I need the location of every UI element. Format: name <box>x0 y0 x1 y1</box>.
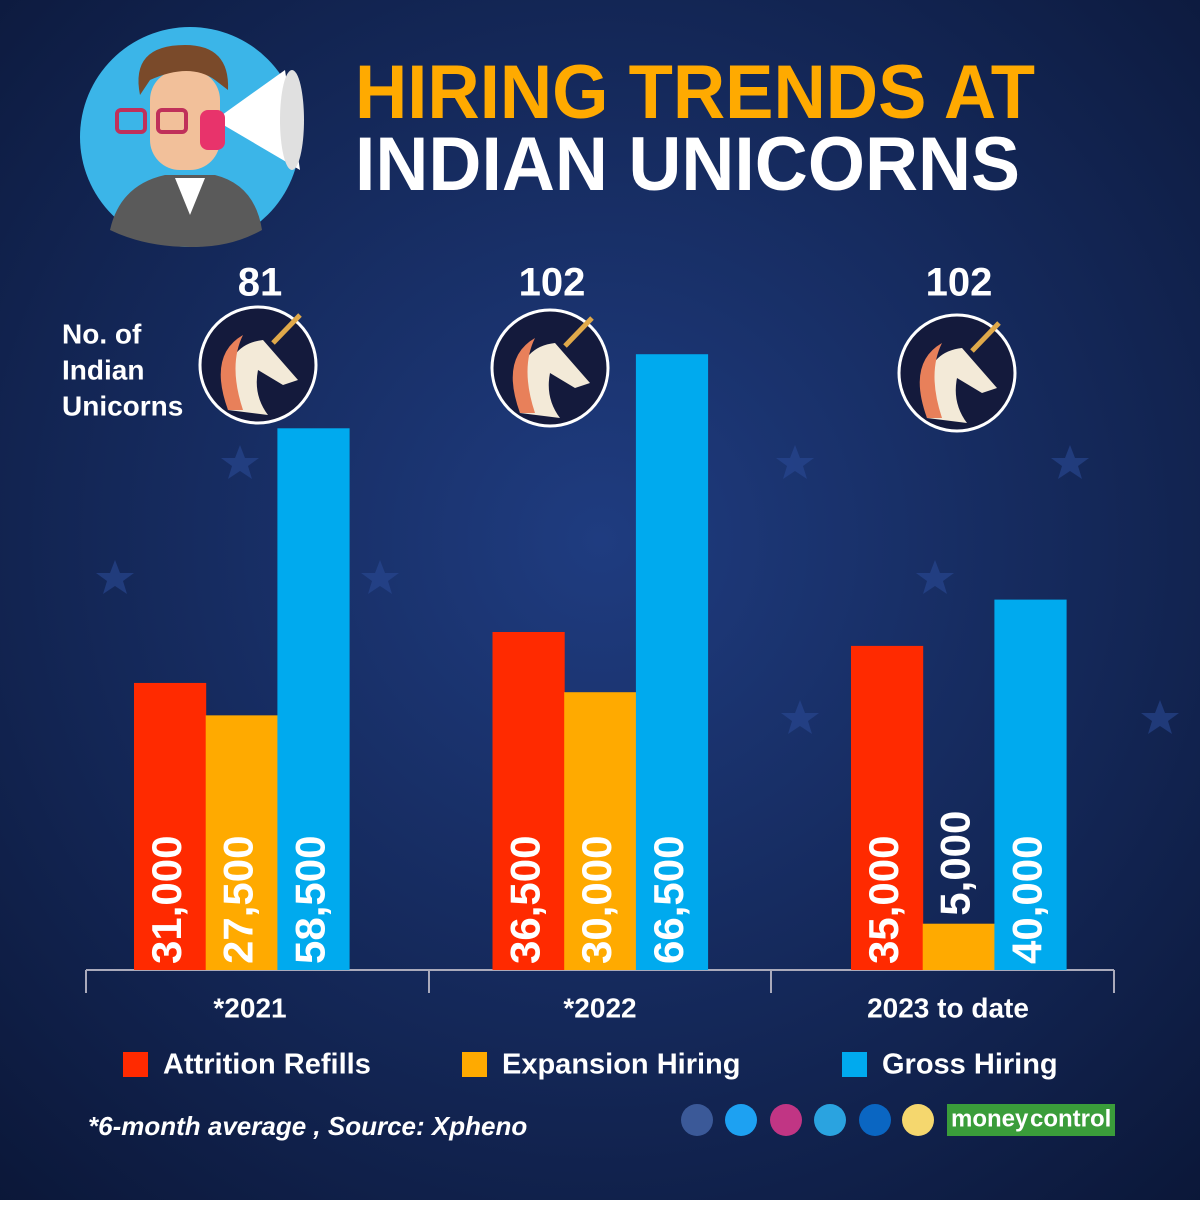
x-tick-label: *2022 <box>563 992 636 1023</box>
x-tick-label: 2023 to date <box>867 992 1029 1023</box>
value-label: 5,000 <box>932 811 979 916</box>
logo-box <box>947 1104 1115 1136</box>
value-label: 36,500 <box>501 836 548 964</box>
footnote: *6-month average , Source: Xpheno <box>88 1111 527 1141</box>
bar <box>994 599 1067 970</box>
unicorn-mane <box>512 338 535 413</box>
legend-label: Gross Hiring <box>882 1049 1058 1081</box>
unicorn-horn <box>563 316 594 348</box>
value-label: 40,000 <box>1003 836 1050 964</box>
logo: control <box>1030 1105 1111 1132</box>
social-icons <box>681 1104 934 1136</box>
title-line: INDIAN UNICORNS <box>355 122 1020 207</box>
value-label: 58,500 <box>286 836 333 964</box>
bar <box>277 428 350 970</box>
value-label: 66,500 <box>645 836 692 964</box>
unicorn-mane <box>919 343 942 418</box>
bar <box>564 692 637 970</box>
legend-label: Expansion Hiring <box>502 1049 740 1081</box>
axis-ticks <box>85 970 1115 993</box>
value-label: 30,000 <box>573 836 620 964</box>
value-label: 35,000 <box>860 836 907 964</box>
bar <box>205 715 278 970</box>
unicorn-head <box>226 340 298 415</box>
bar <box>492 632 565 970</box>
legend-swatch <box>842 1052 867 1077</box>
illustration <box>80 27 304 248</box>
title-line: HIRING TRENDS AT <box>355 50 1035 135</box>
legend-label: Attrition Refills <box>163 1049 371 1081</box>
legend-swatch <box>123 1052 148 1077</box>
unicorn-head <box>925 348 997 423</box>
bar <box>635 354 709 971</box>
logo: money <box>951 1105 1029 1132</box>
bar <box>922 923 995 970</box>
unicorn-horn <box>271 313 302 345</box>
unicorn-head <box>518 343 590 418</box>
x-tick-label: *2021 <box>213 992 286 1023</box>
unicorn-label: No. of <box>62 318 142 349</box>
unicorn-count: 81 <box>238 261 283 305</box>
unicorn-mane <box>220 335 243 410</box>
unicorn-label: Unicorns <box>62 390 183 421</box>
unicorn-label: Indian <box>62 354 144 385</box>
stars <box>96 445 1179 734</box>
bar <box>851 645 924 970</box>
legend-swatch <box>462 1052 487 1077</box>
bar <box>134 682 207 970</box>
unicorn-count: 102 <box>519 261 586 305</box>
unicorn-horn <box>970 321 1001 353</box>
value-label: 27,500 <box>215 836 262 964</box>
unicorn-count: 102 <box>926 261 993 305</box>
value-label: 31,000 <box>143 836 190 964</box>
